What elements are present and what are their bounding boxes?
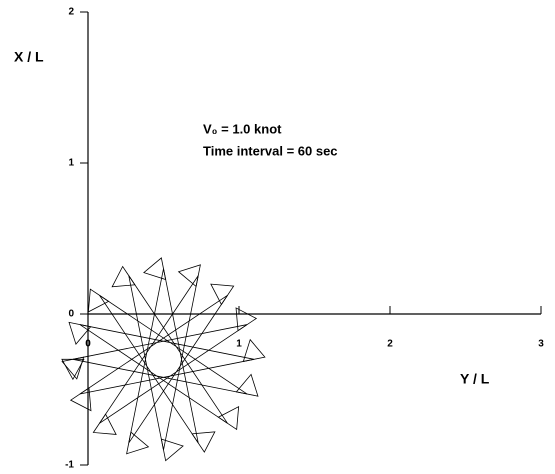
ship-marker [177,264,201,288]
ship-marker [143,257,167,281]
annotation: V₀ = 1.0 knot [203,121,282,136]
ship-marker [235,373,259,397]
ship-marker [191,431,216,453]
annotation: Time interval = 60 sec [203,143,338,158]
x-tick-label: 1 [236,339,242,350]
x-tick-label: 2 [387,339,393,350]
ship-marker [111,265,136,288]
y-axis-label: X / L [14,49,44,65]
x-tick-label: 3 [538,339,544,350]
y-tick-label: 2 [68,7,74,18]
y-tick-label: -1 [65,460,74,471]
ship-marker [87,288,110,313]
y-tick-label: 0 [68,309,74,320]
ship-marker [217,406,240,431]
ship-marker [69,387,92,412]
ship-marker [210,283,235,306]
x-axis-label: Y / L [460,371,490,387]
ship-marker [160,438,184,462]
y-tick-label: 1 [68,158,74,169]
ship-marker [68,321,92,345]
x-tick-label: 0 [85,339,91,350]
ship-marker [235,307,258,332]
ship-marker [242,338,266,362]
ship-marker [126,431,150,455]
ship-marker [92,413,117,435]
ship-marker [61,358,85,381]
